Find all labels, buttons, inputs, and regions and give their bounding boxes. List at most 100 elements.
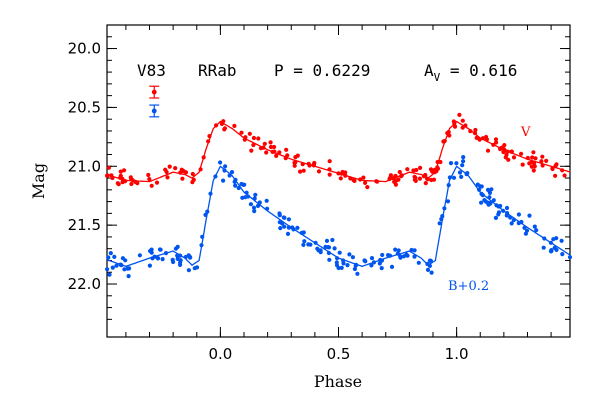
data-point-v [397,169,402,175]
data-point-b [451,175,457,180]
header-amplitude: AV = 0.616 [424,61,517,84]
data-point-v [387,176,392,182]
data-point-b [489,187,494,192]
data-point-v [298,169,303,174]
y-tick-label: 21.5 [68,216,101,234]
data-point-b [437,221,442,226]
data-point-b [377,261,382,266]
header-star-id: V83 [137,61,166,80]
amplitude-prefix: A [424,61,434,80]
y-tick-label: 20.0 [68,40,101,58]
data-point-b [282,224,287,229]
data-point-b [485,187,491,192]
data-point-b [313,240,318,245]
data-point-v [264,150,269,155]
data-point-b [487,195,492,200]
data-point-v [183,170,189,175]
data-point-b [152,254,157,259]
data-point-v [348,176,353,181]
data-point-b [448,161,454,166]
data-point-b [395,251,400,256]
data-point-v [327,159,332,164]
amplitude-value: = 0.616 [440,61,517,80]
data-point-v [498,146,503,152]
data-point-b [480,193,485,198]
data-point-b [316,248,321,253]
data-point-v [550,166,555,171]
data-point-v [511,155,517,160]
data-point-b [341,258,346,263]
data-point-v [435,165,440,170]
data-point-b [398,255,403,260]
data-point-b [248,202,253,207]
data-point-b [542,236,547,241]
data-point-b [286,217,291,222]
data-point-v [411,168,416,173]
data-point-b [118,262,123,267]
data-point-b [252,209,257,214]
data-point-b [504,205,510,211]
data-point-b [110,265,115,270]
data-point-b [255,203,261,208]
data-point-b [149,247,154,252]
data-point-b [567,255,573,260]
data-point-v [468,129,473,134]
data-point-v [363,180,368,185]
data-point-v [375,179,380,184]
data-point-b [183,254,188,260]
data-point-b [112,254,117,259]
data-point-b [534,228,539,233]
data-point-v [165,175,170,180]
data-point-v [504,152,509,157]
data-point-b [163,251,169,256]
data-point-b [222,168,227,173]
data-point-v [502,143,507,148]
data-point-v [285,153,290,158]
data-point-b [412,254,417,259]
data-point-v [447,133,452,138]
data-point-b [108,251,113,256]
data-point-b [243,195,248,200]
data-point-b [106,255,111,260]
data-point-b [114,263,119,268]
data-point-v [243,135,248,140]
data-point-v [301,168,306,173]
data-point-v [527,161,532,166]
data-point-v [295,153,300,158]
data-point-v [154,180,160,185]
data-point-b [122,267,127,272]
amplitude-subscript: V [434,71,441,84]
data-point-v [198,167,203,172]
data-point-v [300,162,305,167]
data-point-b [509,221,514,226]
data-point-b [548,240,554,245]
x-tick-label: 0.5 [327,345,351,363]
data-point-v [438,159,443,165]
data-point-b [487,190,492,195]
data-point-b [350,255,355,260]
data-point-v [520,162,525,167]
x-axis-title: Phase [314,372,362,391]
data-point-b [105,267,110,272]
data-point-v [327,172,332,177]
data-point-v [423,181,428,186]
data-point-v [418,165,423,170]
data-point-b [223,164,228,169]
data-point-b [493,215,498,220]
data-point-b [457,170,463,175]
data-point-v [531,150,536,155]
data-point-v [460,118,465,123]
data-point-b [527,213,532,218]
data-point-v [531,168,536,173]
data-point-b [107,272,112,277]
data-point-b [371,260,377,265]
data-point-b [277,211,282,216]
data-point-v [146,172,151,178]
y-tick-label: 20.5 [68,98,101,116]
data-point-b [127,266,132,271]
data-point-v [339,171,344,176]
data-point-v [425,176,430,181]
series-label-b: B+0.2 [448,279,489,294]
x-tick-label: 1.0 [445,345,469,363]
data-point-v [477,137,482,142]
